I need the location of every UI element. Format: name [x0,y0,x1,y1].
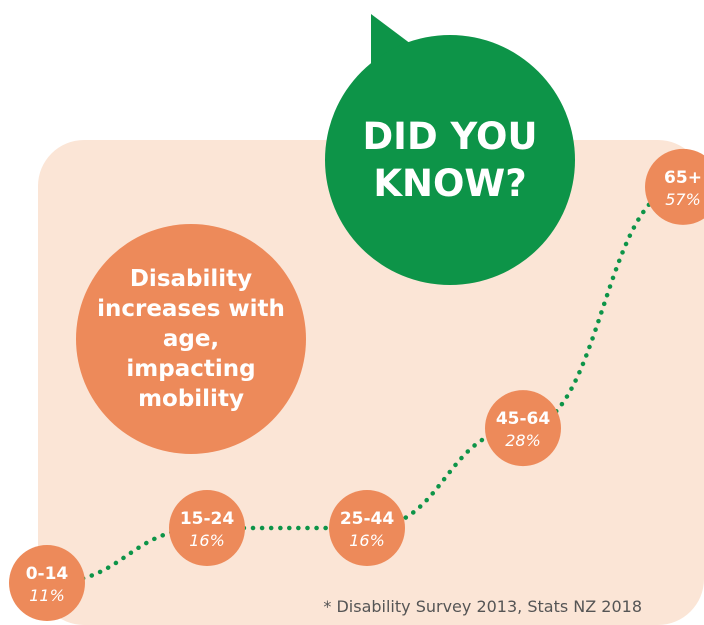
age-node-0 [9,545,85,621]
chart-nodes: 0-14 11% 15-24 16% 25-44 16% 45-64 28% 65+ 57% [9,148,704,621]
did-you-know-bubble: DID YOU KNOW? [325,35,575,285]
callout-circle: Disability increases with age, impacting… [76,224,306,454]
percent-label: 16% [349,531,385,550]
age-label: 0-14 [26,564,69,584]
age-label: 45-64 [496,409,551,429]
age-node-1 [169,490,245,566]
age-node-2 [329,490,405,566]
source-footnote: * Disability Survey 2013, Stats NZ 2018 [323,597,642,616]
percent-label: 11% [29,586,65,605]
percent-label: 57% [665,190,701,209]
callout-text: Disability increases with age, impacting… [97,266,285,412]
age-label: 15-24 [180,509,235,529]
age-label: 65+ [664,168,702,188]
percent-label: 16% [189,531,225,550]
trend-line [44,184,686,586]
age-node-4 [645,148,704,225]
headline: DID YOU KNOW? [362,115,538,205]
age-node-3 [485,390,561,467]
percent-label: 28% [505,431,541,450]
age-label: 25-44 [340,509,395,529]
